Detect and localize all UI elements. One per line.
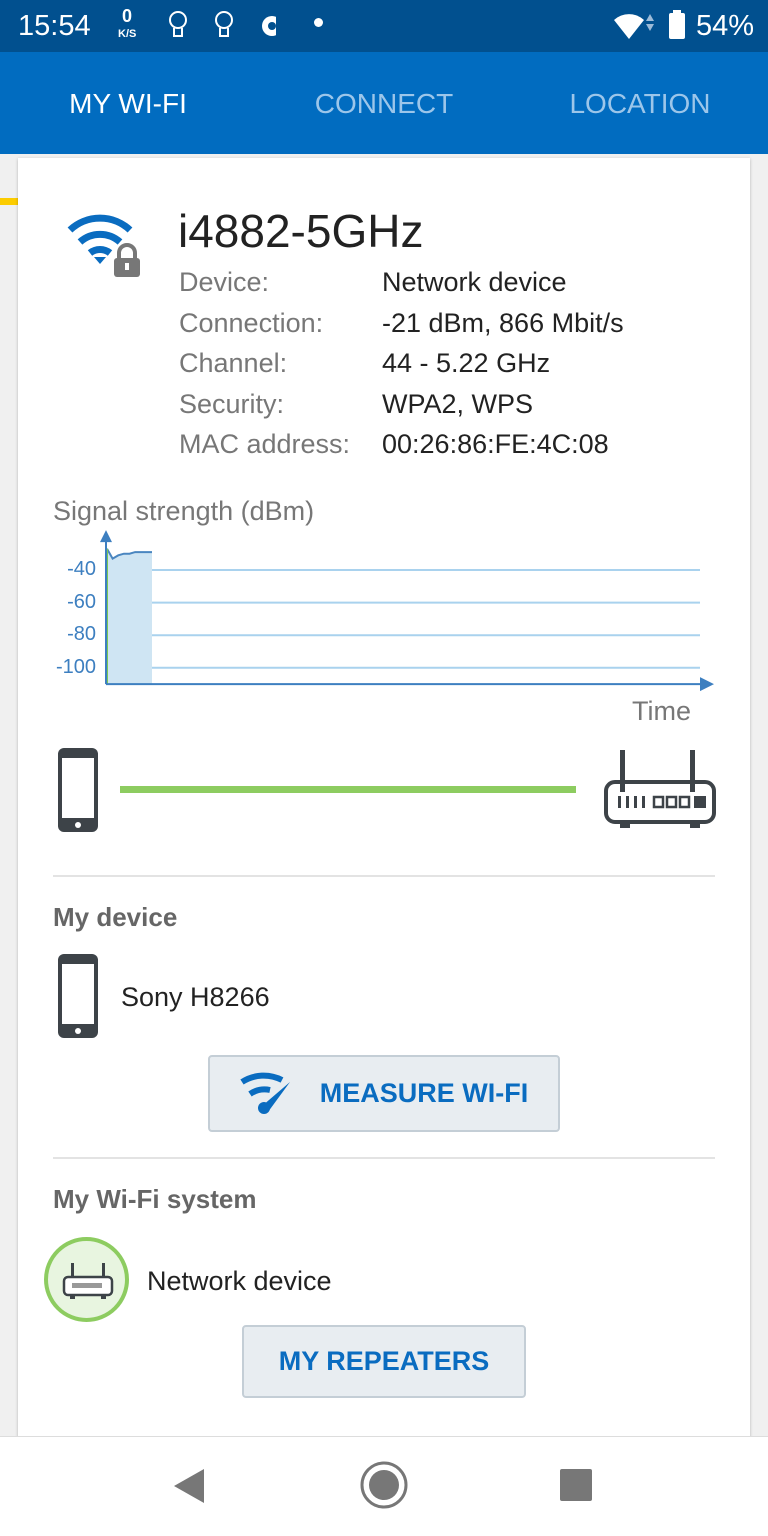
tab-connect[interactable]: CONNECT — [314, 88, 454, 119]
info-value: WPA2, WPS — [382, 388, 534, 419]
chart-x-label: Time — [632, 696, 691, 726]
wifi-lock-icon — [67, 214, 140, 277]
navigation-bar — [0, 1436, 768, 1536]
y-tick-label: -100 — [55, 655, 96, 678]
tab-location[interactable]: LOCATION — [569, 88, 711, 119]
y-tick-label: -40 — [67, 558, 96, 580]
back-icon[interactable] — [172, 1467, 208, 1507]
chart-title: Signal strength (dBm) — [53, 496, 315, 526]
divider — [53, 1157, 715, 1159]
phone-icon — [58, 748, 98, 832]
wifi-speed-icon — [240, 1072, 290, 1114]
my-repeaters-button[interactable]: MY REPEATERS — [242, 1325, 526, 1398]
net-speed: 0 — [122, 6, 133, 26]
info-value: Network device — [382, 267, 567, 297]
info-label: Security: — [179, 388, 285, 419]
y-tick-label: -80 — [67, 623, 96, 646]
signal-line — [106, 548, 152, 560]
home-icon[interactable] — [358, 1459, 410, 1511]
dot-icon — [314, 18, 323, 27]
bulb-icon — [169, 11, 187, 37]
battery-percent: 54% — [696, 10, 755, 42]
signal-area — [107, 548, 152, 685]
measure-wifi-button[interactable]: MEASURE WI-FI — [208, 1055, 560, 1132]
my-device-heading: My device — [53, 902, 178, 932]
tab-my-wifi[interactable]: MY WI-FI — [69, 88, 187, 119]
notification-icons — [169, 11, 276, 37]
net-speed-unit: K/S — [118, 28, 137, 40]
router-icon — [604, 750, 716, 828]
router-icon — [62, 1263, 114, 1299]
gear-icon — [262, 16, 276, 36]
divider — [53, 875, 715, 877]
info-value: 44 - 5.22 GHz — [382, 348, 551, 378]
device-name: Sony H8266 — [121, 982, 270, 1012]
status-bar: 15:54 0 K/S 54% — [0, 0, 768, 52]
clock: 15:54 — [18, 10, 91, 42]
battery-icon — [669, 10, 685, 39]
measure-wifi-label: MEASURE WI-FI — [319, 1078, 529, 1108]
network-ssid: i4882-5GHz — [178, 205, 424, 257]
info-label: MAC address: — [179, 429, 351, 459]
info-value: -21 dBm, 866 Mbit/s — [382, 307, 624, 338]
network-device-avatar[interactable] — [44, 1237, 129, 1322]
link-quality-line — [120, 786, 576, 793]
tab-bar: MY WI-FI CONNECT LOCATION — [0, 52, 768, 205]
wifi-system-heading: My Wi-Fi system — [53, 1184, 257, 1214]
system-device-name: Network device — [147, 1266, 332, 1296]
y-axis-arrow — [100, 530, 112, 543]
phone-icon — [58, 954, 98, 1038]
info-label: Connection: — [179, 307, 324, 338]
bulb-icon — [215, 11, 233, 37]
x-axis-arrow — [700, 677, 714, 692]
info-label: Device: — [179, 267, 270, 297]
y-tick-label: -60 — [67, 590, 96, 613]
recents-icon[interactable] — [558, 1467, 594, 1503]
info-label: Channel: — [179, 348, 288, 378]
wifi-icon — [614, 14, 654, 39]
signal-chart — [100, 530, 714, 692]
info-value: 00:26:86:FE:4C:08 — [382, 429, 609, 459]
